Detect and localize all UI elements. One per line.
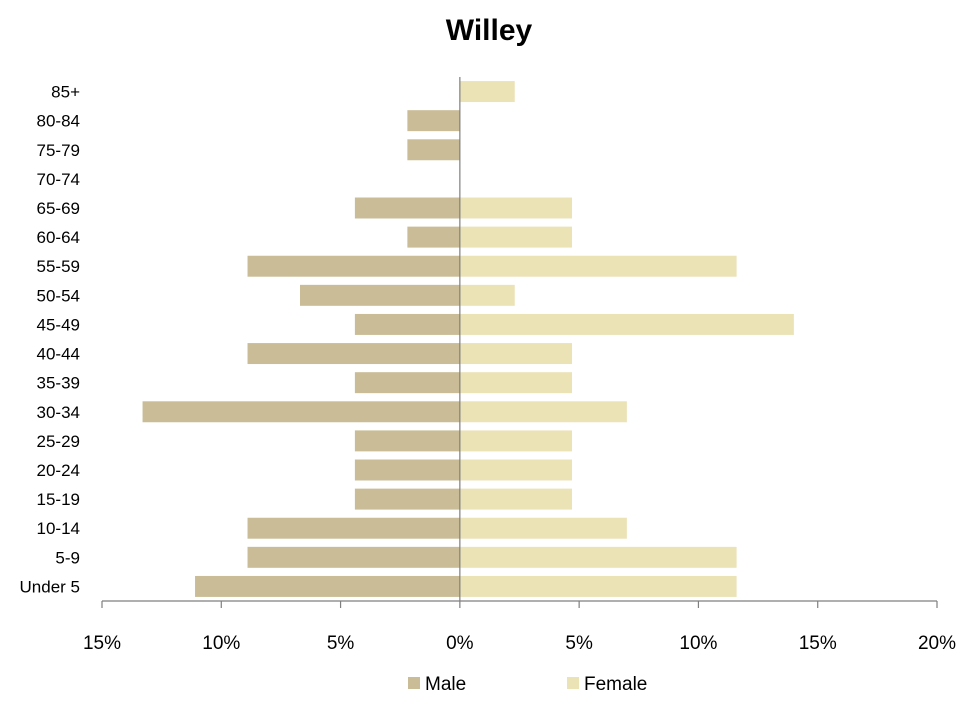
legend-label-male: Male [425,674,466,695]
y-tick-label: 60-64 [37,228,80,247]
bar-female-under-5 [459,575,737,597]
y-tick-label: 85+ [51,83,80,102]
bar-female-65-69 [459,197,572,219]
chart-title: Willey [446,14,533,47]
bar-male-30-34 [142,401,460,423]
bar-female-50-54 [459,284,515,306]
y-tick-label: 55-59 [37,257,80,276]
x-tick-label: 10% [679,633,717,654]
y-tick-label: 50-54 [37,286,80,305]
axis-layer: 85+ 80-84 75-79 70-74 65-69 60-64 55-59 50-54 45… [20,77,956,654]
legend-swatch-male [408,677,420,689]
bar-male-60-64 [407,226,460,248]
y-tick-label: 30-34 [37,403,80,422]
x-tick-label: 10% [202,633,240,654]
bar-male-25-29 [354,430,460,452]
bar-female-10-14 [459,517,627,539]
y-tick-label: 75-79 [37,141,80,160]
legend-label-female: Female [584,674,647,695]
bar-female-15-19 [459,488,572,510]
bar-male-5-9 [247,546,460,568]
bar-male-20-24 [354,459,460,481]
bar-male-under-5 [195,575,460,597]
x-tick-label: 15% [799,633,837,654]
y-tick-label: 25-29 [37,432,80,451]
y-tick-label: 65-69 [37,199,80,218]
bar-female-40-44 [459,343,572,365]
bar-female-25-29 [459,430,572,452]
bar-male-45-49 [354,313,460,335]
bar-female-5-9 [459,546,737,568]
y-tick-label: 45-49 [37,315,80,334]
x-tick-label: 5% [565,633,593,654]
x-tick-label: 0% [446,633,474,654]
bar-male-55-59 [247,255,460,277]
bar-male-15-19 [354,488,460,510]
legend-swatch-female [567,677,579,689]
bar-male-10-14 [247,517,460,539]
y-tick-label: 80-84 [37,112,80,131]
bar-female-85- [459,81,515,103]
y-tick-label: Under 5 [20,577,80,596]
bar-male-75-79 [407,139,460,161]
legend: Male Female [408,674,647,695]
bar-female-45-49 [459,313,794,335]
x-tick-label: 15% [83,633,121,654]
bar-female-60-64 [459,226,572,248]
bar-female-30-34 [459,401,627,423]
y-tick-label: 70-74 [37,170,80,189]
bar-male-50-54 [300,284,460,306]
bars-layer [142,81,794,597]
y-tick-label: 10-14 [37,519,80,538]
bar-female-35-39 [459,372,572,394]
x-tick-label: 5% [327,633,355,654]
bar-male-35-39 [354,372,460,394]
y-tick-label: 5-9 [55,548,80,567]
y-tick-label: 15-19 [37,490,80,509]
bar-female-55-59 [459,255,737,277]
bar-female-20-24 [459,459,572,481]
bar-male-65-69 [354,197,460,219]
x-tick-label: 20% [918,633,956,654]
y-tick-label: 40-44 [37,345,80,364]
y-tick-label: 20-24 [37,461,80,480]
bar-male-80-84 [407,110,460,132]
bar-male-40-44 [247,343,460,365]
y-tick-label: 35-39 [37,374,80,393]
